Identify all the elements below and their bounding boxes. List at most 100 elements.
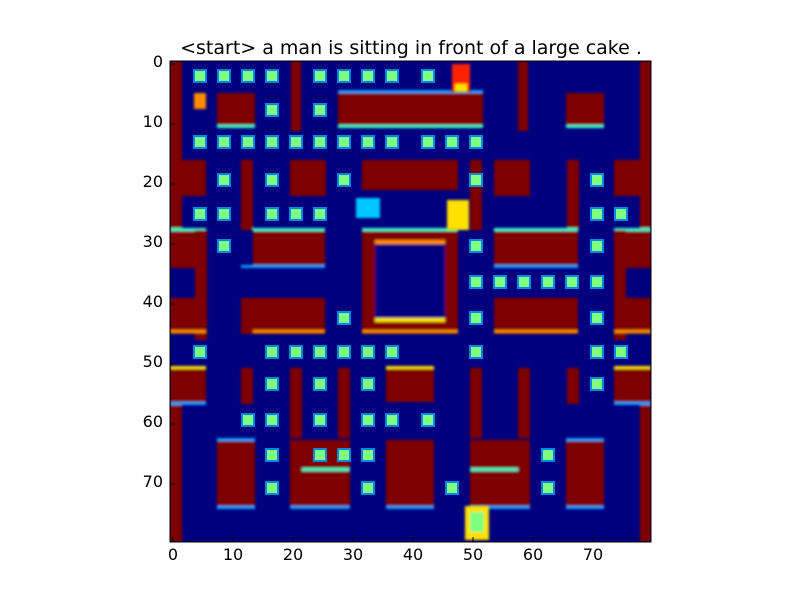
pellet <box>616 347 626 357</box>
wall <box>241 160 253 230</box>
wall-right-outer <box>640 61 651 237</box>
pellet <box>291 209 301 219</box>
pellet <box>315 347 325 357</box>
pellet <box>267 71 277 81</box>
wall <box>470 368 482 438</box>
pellet <box>339 313 349 323</box>
pellet <box>243 415 253 425</box>
edge <box>375 240 445 244</box>
wall <box>494 230 578 265</box>
edge <box>494 265 578 268</box>
edge <box>566 438 604 441</box>
edge <box>170 402 206 405</box>
edge <box>614 330 651 333</box>
y-tick-label: 20 <box>143 172 163 191</box>
pellet <box>339 137 349 147</box>
pellet <box>471 137 481 147</box>
y-tick-label: 10 <box>143 112 163 131</box>
edge <box>217 438 255 441</box>
edge <box>253 228 325 231</box>
wall <box>170 368 206 402</box>
y-tick-label: 50 <box>143 352 163 371</box>
wall <box>291 61 301 131</box>
y-tick-label: 0 <box>153 52 163 71</box>
pellet <box>495 277 505 287</box>
pellet <box>267 450 277 460</box>
wall <box>170 160 206 196</box>
wall <box>518 368 530 438</box>
sprite-middle-cyan <box>356 198 380 218</box>
wall <box>217 440 255 506</box>
edge <box>494 330 578 333</box>
maze-walls <box>170 61 651 542</box>
pellet <box>592 209 602 219</box>
edge <box>170 330 206 333</box>
figure-title: <start> a man is sitting in front of a l… <box>180 37 642 59</box>
pellet <box>315 415 325 425</box>
pellet <box>592 175 602 185</box>
pellet <box>387 71 397 81</box>
wall <box>386 368 434 402</box>
heatmap-image <box>170 61 651 542</box>
wall <box>470 440 530 506</box>
pellet <box>592 277 602 287</box>
axis-ticks <box>170 63 594 542</box>
edge <box>494 228 578 231</box>
edge <box>470 506 530 509</box>
edge <box>614 366 651 369</box>
edge <box>470 468 518 471</box>
pellet <box>291 137 301 147</box>
edge <box>290 506 350 509</box>
x-tick-label: 30 <box>343 545 363 564</box>
x-tick-label: 60 <box>523 545 543 564</box>
pellet <box>423 137 433 147</box>
edge <box>362 330 458 333</box>
pellet <box>363 71 373 81</box>
wall-left-outer <box>170 61 182 237</box>
edge <box>566 125 604 128</box>
pellet <box>519 277 529 287</box>
wall-left-lower <box>170 400 182 542</box>
pellet <box>471 347 481 357</box>
pellet <box>363 415 373 425</box>
pellet <box>243 71 253 81</box>
x-tick-label: 70 <box>583 545 603 564</box>
edge <box>614 228 651 231</box>
pellet <box>315 105 325 115</box>
y-tick-label: 40 <box>143 292 163 311</box>
pellet <box>267 483 277 493</box>
wall <box>614 368 651 402</box>
pellet <box>592 241 602 251</box>
pellet <box>219 241 229 251</box>
pellet <box>315 71 325 81</box>
pellet <box>616 209 626 219</box>
wall <box>241 298 325 334</box>
wall <box>170 298 206 334</box>
wall <box>567 160 579 230</box>
plot-frame <box>169 60 652 543</box>
pellet <box>315 379 325 389</box>
pellet <box>195 209 205 219</box>
wall <box>470 160 482 230</box>
edge <box>338 125 483 128</box>
pellet <box>471 277 481 287</box>
x-tick-label: 0 <box>168 545 178 564</box>
wall <box>253 230 325 265</box>
pellet <box>592 313 602 323</box>
y-tick-label: 60 <box>143 412 163 431</box>
wall <box>338 93 483 125</box>
pellet <box>471 313 481 323</box>
wall <box>338 368 350 438</box>
pellet <box>291 347 301 357</box>
pellet <box>423 71 433 81</box>
pellet <box>471 175 481 185</box>
sprite-left <box>194 93 206 109</box>
box-interior <box>375 244 445 320</box>
sprite-middle-yellow <box>447 200 469 230</box>
pellet <box>267 347 277 357</box>
pellet <box>363 379 373 389</box>
pellet <box>267 209 277 219</box>
pellets <box>193 69 628 495</box>
pellet <box>387 415 397 425</box>
pellet <box>447 137 457 147</box>
